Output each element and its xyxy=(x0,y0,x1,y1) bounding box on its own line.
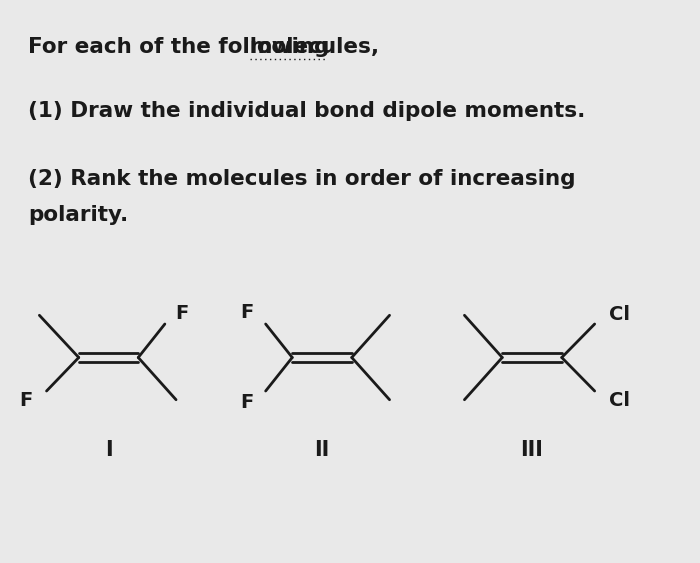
Text: II: II xyxy=(314,440,330,461)
Text: III: III xyxy=(521,440,543,461)
Text: I: I xyxy=(105,440,112,461)
Text: For each of the following: For each of the following xyxy=(28,37,337,57)
Text: F: F xyxy=(19,391,32,409)
Text: (2) Rank the molecules in order of increasing: (2) Rank the molecules in order of incre… xyxy=(28,169,575,189)
Text: F: F xyxy=(240,393,253,412)
Text: (1) Draw the individual bond dipole moments.: (1) Draw the individual bond dipole mome… xyxy=(28,101,585,122)
Text: F: F xyxy=(176,305,189,323)
Text: Cl: Cl xyxy=(609,306,630,324)
Text: polarity.: polarity. xyxy=(28,205,128,226)
Text: Cl: Cl xyxy=(609,391,630,409)
Text: molecules,: molecules, xyxy=(250,37,380,57)
Text: F: F xyxy=(240,303,253,322)
